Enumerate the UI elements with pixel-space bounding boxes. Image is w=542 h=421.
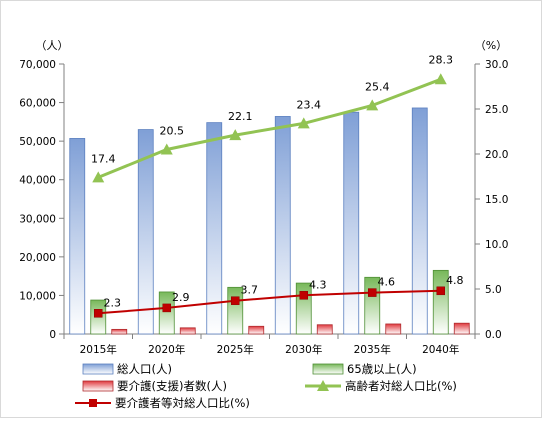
care-ratio-point — [94, 309, 103, 318]
elderly-ratio-data-label: 23.4 — [297, 98, 322, 111]
legend-age-65-plus: 65歳以上(人) — [312, 362, 417, 376]
elderly-ratio-point — [229, 129, 242, 141]
total-population-bar — [411, 107, 428, 335]
care-recipients-bar — [316, 324, 333, 335]
y-left-unit-label: （人） — [36, 39, 69, 52]
care-ratio-point — [162, 303, 171, 313]
y-right-tick-label: 25.0 — [485, 104, 508, 116]
elderly-ratio-data-label: 22.1 — [228, 110, 253, 123]
y-right-unit-label: （%） — [475, 39, 507, 52]
legend-elderly-ratio: 高齢者対総人口比(%) — [305, 379, 457, 393]
legend: 総人口(人) 65歳以上(人) 要介護(支援)者数(人) 高齢者対総人口比(%) 要介護… — [75, 362, 457, 410]
x-tick-label: 2040年 — [422, 343, 459, 356]
x-tick-label: 2015年 — [80, 343, 117, 356]
legend-elderly-ratio-marker — [317, 380, 329, 391]
elderly-ratio-data-label: 17.4 — [91, 152, 116, 165]
care-ratio-data-label: 4.6 — [378, 276, 396, 289]
x-tick-label: 2020年 — [148, 343, 185, 356]
legend-care-ratio-marker — [89, 399, 97, 407]
legend-care-ratio-label: 要介護者等対総人口比(%) — [115, 396, 250, 410]
y-right-tick-label: 10.0 — [485, 239, 508, 251]
legend-total-population-swatch — [82, 363, 114, 375]
y-right-tick-label: 20.0 — [485, 149, 508, 161]
elderly-ratio-data-label: 28.3 — [429, 53, 454, 66]
elderly-ratio-point — [366, 99, 379, 111]
x-tick-label: 2035年 — [354, 343, 391, 356]
age-65-plus-bar — [158, 291, 175, 335]
total-population-bar — [343, 111, 360, 335]
y-left-tick-label: 20,000 — [19, 252, 56, 264]
x-tick-label: 2025年 — [217, 343, 254, 356]
care-ratio-point — [368, 288, 377, 297]
y-right-tick-label: 30.0 — [485, 59, 508, 71]
care-recipients-bar — [248, 325, 265, 335]
total-population-bar — [206, 122, 223, 335]
elderly-ratio-point — [434, 73, 447, 85]
y-right-tick-label: 5.0 — [485, 284, 502, 296]
total-population-bar — [274, 116, 291, 335]
care-recipients-bar — [111, 328, 128, 335]
care-ratio-point — [436, 286, 445, 296]
legend-care-ratio: 要介護者等対総人口比(%) — [75, 396, 250, 410]
care-ratio-point — [231, 296, 240, 305]
care-ratio-data-label: 2.3 — [104, 296, 122, 309]
care-ratio-line — [98, 289, 441, 315]
total-population-bar — [137, 129, 154, 335]
care-ratio-data-label: 4.3 — [309, 278, 327, 291]
care-ratio-data-label: 3.7 — [241, 284, 259, 297]
legend-total-population: 総人口(人) — [82, 362, 172, 376]
axes: 0 10,000 20,000 30,000 40,000 50,000 60,000 70,… — [19, 39, 508, 356]
y-left-tick-label: 0 — [49, 329, 56, 341]
y-left-tick-label: 50,000 — [19, 136, 56, 148]
legend-care-recipients: 要介護(支援)者数(人) — [82, 379, 227, 393]
care-recipients-bar — [179, 327, 196, 335]
lines — [92, 73, 447, 318]
care-ratio-data-label: 2.9 — [172, 291, 190, 304]
elderly-ratio-point — [92, 171, 105, 183]
elderly-ratio-point — [160, 143, 173, 155]
legend-care-recipients-swatch — [82, 380, 114, 392]
care-ratio-data-label: 4.8 — [446, 274, 464, 287]
legend-care-recipients-label: 要介護(支援)者数(人) — [117, 379, 227, 393]
elderly-ratio-data-label: 25.4 — [365, 80, 390, 93]
age-65-plus-bar — [432, 269, 449, 335]
care-recipients-bar — [453, 322, 470, 335]
care-recipients-bar — [385, 323, 402, 335]
y-left-tick-label: 30,000 — [19, 213, 56, 225]
legend-total-population-label: 総人口(人) — [117, 362, 172, 376]
y-left-tick-label: 10,000 — [19, 290, 56, 302]
legend-elderly-ratio-label: 高齢者対総人口比(%) — [345, 379, 457, 393]
y-left-tick-label: 70,000 — [19, 59, 56, 71]
total-population-bar — [69, 138, 86, 335]
legend-age-65-plus-label: 65歳以上(人) — [347, 362, 417, 376]
care-ratio-point — [299, 291, 308, 300]
y-right-tick-label: 15.0 — [485, 194, 508, 206]
data-labels: 17.4 20.5 22.1 23.4 25.4 28.3 2.3 2.9 3.7 4.3 4.6 4… — [91, 53, 464, 309]
elderly-ratio-line — [97, 77, 442, 179]
elderly-ratio-data-label: 20.5 — [160, 125, 185, 138]
elderly-ratio-point — [297, 117, 310, 129]
y-left-tick-label: 60,000 — [19, 98, 56, 110]
legend-age-65-plus-swatch — [312, 363, 344, 375]
bars — [69, 107, 470, 335]
x-tick-label: 2030年 — [285, 343, 322, 356]
y-left-tick-label: 40,000 — [19, 175, 56, 187]
y-right-tick-label: 0.0 — [485, 329, 502, 341]
